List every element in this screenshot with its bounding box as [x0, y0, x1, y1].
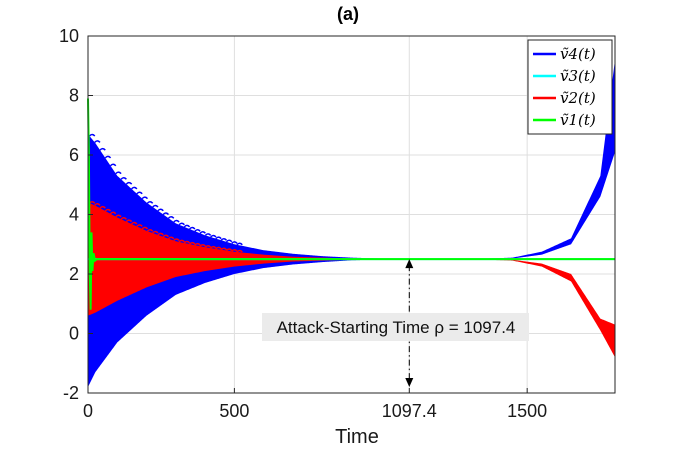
chart-title: (a): [337, 4, 359, 24]
x-axis: 0 500 1097.4 1500: [83, 388, 547, 421]
x-tick-label: 1500: [507, 401, 547, 421]
arrow-head-down: [405, 378, 414, 388]
series-band-edge: [88, 133, 243, 246]
annotation-text: Attack-Starting Time ρ = 1097.4: [277, 318, 516, 337]
y-tick-label: 4: [69, 205, 79, 225]
y-tick-label: 2: [69, 264, 79, 284]
annotation-box: [262, 313, 529, 341]
y-tick-label: -2: [63, 383, 79, 403]
y-tick-label: 6: [69, 145, 79, 165]
y-axis: -2 0 2 4 6 8 10: [59, 26, 93, 403]
legend-label: ṽ1(t): [560, 111, 596, 129]
x-axis-label: Time: [335, 426, 379, 448]
series-band-edge: [88, 200, 243, 253]
legend-label: ṽ4(t): [560, 45, 596, 63]
y-tick-label: 8: [69, 86, 79, 106]
legend-label: ṽ2(t): [560, 89, 596, 107]
y-tick-label: 0: [69, 324, 79, 344]
annotation: Attack-Starting Time ρ = 1097.4: [262, 259, 529, 388]
arrow-head-up: [405, 259, 414, 269]
x-tick-label: 0: [83, 401, 93, 421]
legend: ṽ4(t) ṽ3(t) ṽ2(t) ṽ1(t): [527, 39, 613, 135]
x-tick-label: 500: [219, 401, 249, 421]
x-tick-label: 1097.4: [382, 401, 437, 421]
legend-label: ṽ3(t): [560, 67, 596, 85]
series-bands: [88, 59, 615, 388]
y-tick-label: 10: [59, 26, 79, 46]
legend-box: [527, 39, 613, 135]
